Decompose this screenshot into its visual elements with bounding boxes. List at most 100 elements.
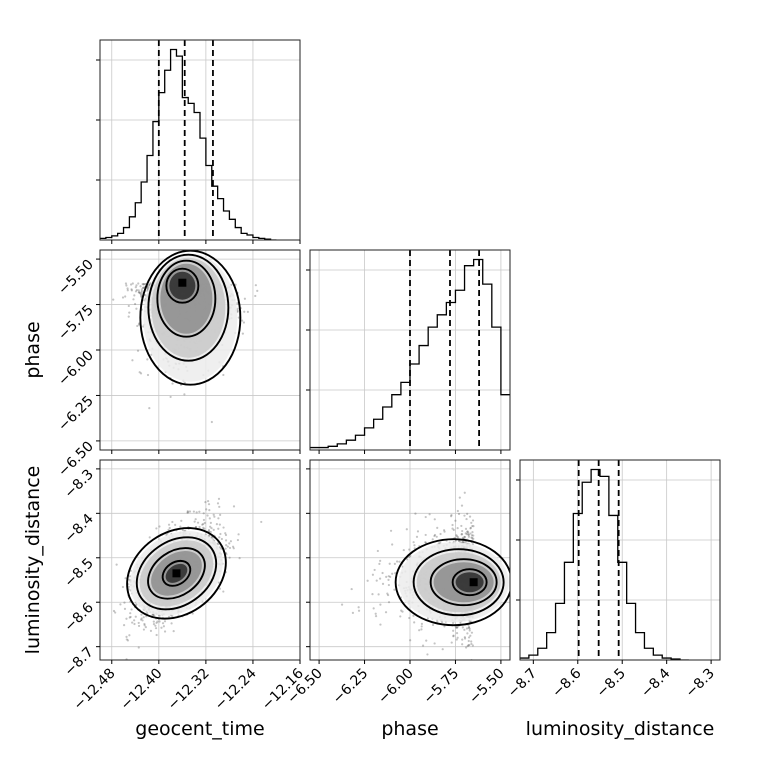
sample-point bbox=[138, 291, 141, 294]
sample-point bbox=[243, 297, 246, 300]
sample-point bbox=[428, 513, 431, 516]
sample-point bbox=[180, 519, 183, 522]
panel-frame bbox=[99, 459, 301, 661]
sample-point bbox=[132, 298, 135, 301]
histogram-bin-luminosity-distance bbox=[538, 648, 547, 660]
sample-point bbox=[115, 563, 118, 566]
sample-point bbox=[152, 623, 156, 626]
contour-line bbox=[451, 568, 488, 597]
sample-point bbox=[152, 620, 155, 623]
histogram-bin-geocent-time bbox=[182, 98, 188, 240]
x-tick-label: −6.00 bbox=[375, 666, 417, 708]
sample-point bbox=[413, 544, 416, 547]
sample-point bbox=[412, 614, 415, 617]
y-tick-label: −6.25 bbox=[55, 393, 97, 435]
sample-point bbox=[461, 529, 464, 533]
histogram-bin-geocent-time bbox=[235, 228, 241, 240]
sample-point bbox=[133, 294, 136, 297]
sample-point bbox=[379, 603, 382, 606]
sample-point bbox=[242, 321, 246, 324]
panel-phase-vs-geocent-time: −6.50−6.25−6.00−5.75−5.50 bbox=[55, 249, 301, 480]
sample-point bbox=[142, 628, 146, 631]
sample-point bbox=[153, 614, 156, 617]
sample-point bbox=[131, 282, 134, 285]
ylabel-luminosity-distance: luminosity_distance bbox=[22, 466, 44, 655]
sample-point bbox=[208, 517, 211, 520]
sample-point bbox=[154, 627, 158, 630]
histogram-bin-geocent-time bbox=[165, 70, 171, 240]
sample-point bbox=[456, 626, 459, 629]
sample-point bbox=[210, 420, 213, 424]
sample-point bbox=[452, 635, 455, 638]
sample-point bbox=[384, 611, 388, 614]
sample-point bbox=[228, 542, 231, 545]
sample-point bbox=[146, 286, 150, 289]
sample-point bbox=[387, 601, 391, 604]
sample-point bbox=[472, 534, 475, 537]
sample-point bbox=[198, 525, 201, 529]
sample-point bbox=[459, 621, 462, 625]
sample-point bbox=[425, 639, 428, 642]
sample-point bbox=[209, 521, 212, 524]
x-tick-label: −5.50 bbox=[466, 666, 508, 708]
sample-point bbox=[236, 307, 239, 310]
histogram-bin-phase bbox=[483, 284, 492, 450]
sample-point bbox=[466, 512, 469, 515]
x-tick-label: −12.32 bbox=[165, 666, 213, 714]
sample-point bbox=[452, 634, 455, 637]
contour-line bbox=[147, 547, 206, 600]
sample-point bbox=[129, 615, 132, 619]
sample-point bbox=[386, 592, 389, 595]
sample-point bbox=[114, 611, 117, 614]
sample-point bbox=[463, 535, 466, 539]
sample-point bbox=[125, 284, 128, 287]
sample-point bbox=[381, 582, 385, 585]
sample-point bbox=[130, 608, 133, 611]
histogram-bin-geocent-time bbox=[218, 199, 224, 240]
histogram-bin-geocent-time bbox=[141, 182, 147, 240]
sample-point bbox=[112, 298, 115, 301]
sample-point bbox=[412, 541, 415, 544]
sample-point bbox=[126, 639, 130, 642]
sample-point bbox=[461, 536, 465, 540]
histogram-bin-geocent-time bbox=[188, 103, 194, 240]
sample-point bbox=[460, 504, 464, 507]
sample-point bbox=[387, 575, 390, 578]
sample-point bbox=[121, 585, 125, 589]
sample-point bbox=[374, 615, 378, 618]
histogram-bin-luminosity-distance bbox=[636, 633, 645, 660]
sample-point bbox=[466, 632, 469, 635]
sample-point bbox=[195, 525, 198, 529]
histogram-bin-geocent-time bbox=[194, 112, 200, 240]
histogram-bin-luminosity-distance bbox=[547, 633, 556, 660]
sample-point bbox=[127, 304, 130, 308]
x-tick-label: −8.3 bbox=[683, 666, 718, 701]
sample-point bbox=[217, 517, 220, 520]
sample-point bbox=[137, 323, 141, 326]
sample-point bbox=[138, 291, 141, 294]
sample-point bbox=[194, 518, 197, 521]
sample-point bbox=[433, 534, 436, 538]
sample-point bbox=[460, 533, 464, 536]
histogram-bin-phase bbox=[337, 444, 346, 450]
sample-point bbox=[467, 531, 470, 534]
sample-point bbox=[454, 519, 457, 522]
sample-point bbox=[426, 617, 429, 620]
histogram-step-geocent-time bbox=[100, 48, 277, 240]
sample-point bbox=[470, 642, 473, 646]
sample-point bbox=[472, 525, 475, 528]
histogram-bin-luminosity-distance bbox=[609, 515, 618, 660]
sample-point bbox=[155, 621, 158, 625]
sample-point bbox=[222, 526, 225, 529]
sample-point bbox=[440, 621, 444, 624]
histogram-bin-phase bbox=[365, 428, 374, 450]
panel-frame bbox=[99, 39, 301, 241]
sample-point bbox=[139, 285, 142, 288]
sample-point bbox=[456, 509, 459, 513]
sample-point bbox=[463, 514, 466, 517]
sample-point bbox=[135, 603, 138, 606]
histogram-bin-phase bbox=[474, 260, 483, 450]
sample-point bbox=[128, 578, 131, 581]
sample-point bbox=[202, 522, 205, 526]
sample-point bbox=[220, 537, 223, 541]
